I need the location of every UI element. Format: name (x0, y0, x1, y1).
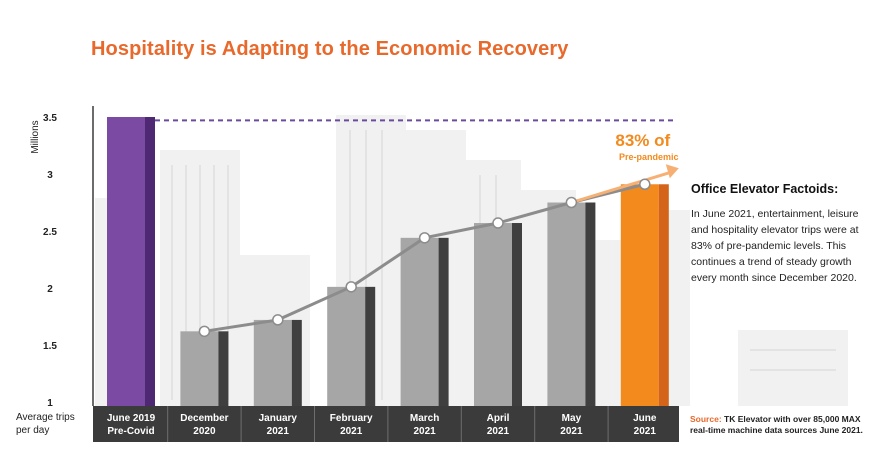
category-label: May (562, 413, 582, 424)
y-tick-label: 1.5 (43, 341, 57, 352)
x-axis-title-line2: per day (16, 425, 49, 436)
factoids-heading: Office Elevator Factoids: (691, 182, 839, 196)
category-label: June (633, 413, 657, 424)
category-label: February (330, 413, 373, 424)
bar (180, 331, 219, 406)
category-label: April (487, 413, 510, 424)
annotation-label: Pre-pandemic (619, 152, 679, 162)
y-axis-title: Millions (30, 120, 41, 153)
category-label: March (410, 413, 439, 424)
growth-arrowhead (665, 164, 679, 179)
y-tick-label: 3.5 (43, 113, 57, 124)
data-point (492, 217, 504, 229)
bar (253, 319, 292, 406)
category-label: Pre-Covid (107, 426, 154, 437)
category-label: 2021 (560, 426, 583, 437)
category-label: 2021 (267, 426, 290, 437)
category-label: 2021 (634, 426, 657, 437)
data-point (565, 196, 578, 209)
y-tick-label: 1 (47, 398, 53, 409)
factoids-panel: Office Elevator Factoids: In June 2021, … (691, 182, 871, 286)
category-label: 2020 (193, 426, 216, 437)
bar-shadow (291, 319, 302, 406)
category-label: June 2019 (107, 413, 156, 424)
factoids-body: In June 2021, entertainment, leisure and… (691, 208, 859, 284)
bar-shadow (218, 331, 229, 406)
category-label: 2021 (413, 426, 436, 437)
data-point (639, 178, 651, 191)
bar (400, 237, 439, 406)
bar-shadow (658, 184, 669, 406)
x-axis-title-line1: Average trips (16, 412, 75, 423)
bar (620, 184, 659, 406)
data-point (345, 281, 357, 293)
bar-shadow (438, 237, 449, 406)
bar (474, 223, 512, 406)
category-label: January (259, 413, 298, 424)
data-point (418, 232, 431, 244)
data-point (272, 314, 284, 326)
chart-title: Hospitality is Adapting to the Economic … (91, 38, 569, 60)
category-label: December (180, 413, 228, 424)
source-note: Source: TK Elevator with over 85,000 MAX… (690, 414, 880, 436)
annotation-percent: 83% of (615, 131, 670, 150)
y-tick-label: 2 (47, 284, 53, 295)
growth-arrow (570, 170, 672, 204)
y-tick-label: 3 (47, 170, 53, 181)
source-text: TK Elevator with over 85,000 MAX real-ti… (690, 414, 863, 435)
bar-shadow (145, 117, 155, 406)
category-label: 2021 (487, 426, 510, 437)
bar-shadow (365, 286, 376, 406)
category-label: 2021 (340, 426, 363, 437)
source-label: Source: (690, 414, 722, 424)
bar-shadow (585, 202, 596, 406)
bar (107, 117, 145, 406)
category-axis-band (93, 406, 679, 442)
bar (547, 202, 586, 406)
bar-shadow (512, 223, 522, 406)
bar (327, 286, 366, 406)
y-tick-label: 2.5 (43, 227, 57, 238)
data-point (198, 325, 211, 338)
